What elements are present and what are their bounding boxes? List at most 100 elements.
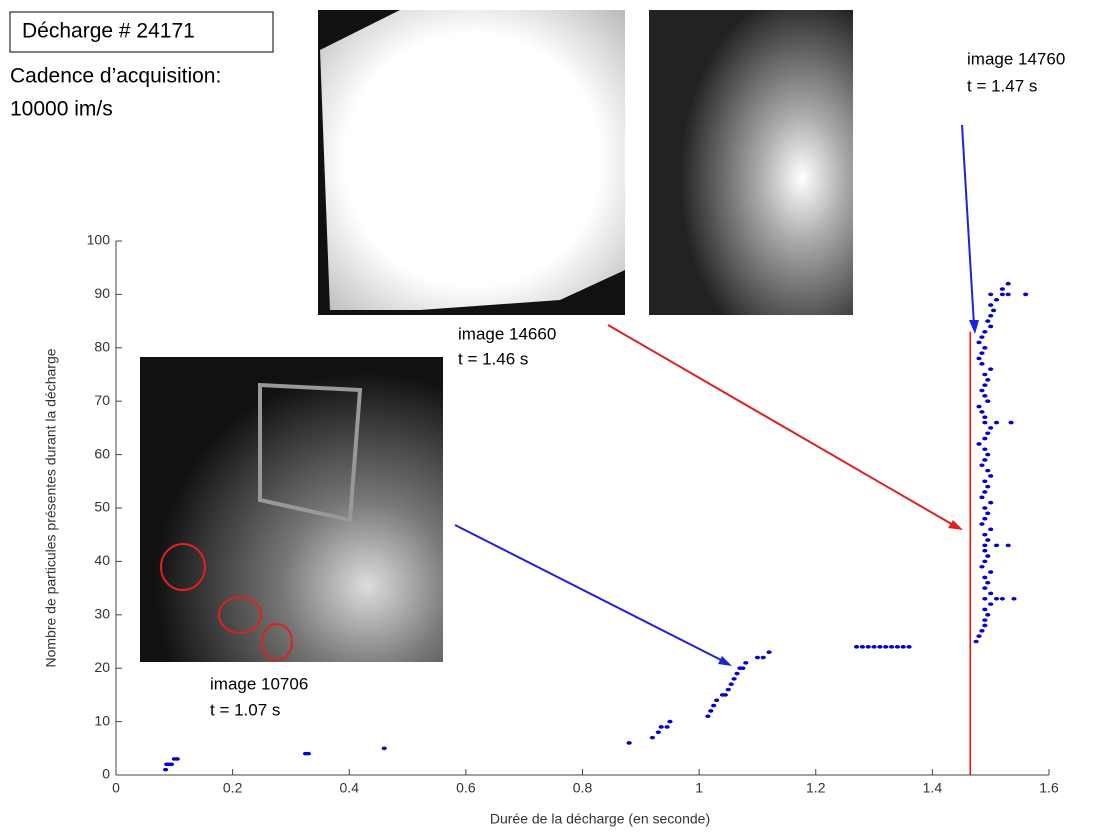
- data-point: [865, 645, 871, 649]
- data-point: [982, 559, 988, 564]
- data-point: [658, 725, 664, 729]
- data-point: [760, 655, 766, 660]
- data-point: [985, 468, 991, 473]
- data-point: [999, 287, 1005, 291]
- x-tick-label: 0.6: [456, 780, 476, 796]
- x-tick-label: 0.2: [223, 780, 243, 796]
- y-tick-label: 90: [94, 285, 110, 301]
- data-point: [982, 420, 988, 425]
- data-point: [982, 548, 988, 553]
- data-point: [979, 410, 985, 414]
- data-point: [979, 351, 985, 355]
- data-point: [982, 447, 988, 452]
- data-point: [993, 543, 1000, 548]
- data-point: [993, 420, 1000, 425]
- data-point: [979, 522, 985, 526]
- data-point: [982, 372, 988, 377]
- data-point: [655, 730, 661, 735]
- annotation-image: image 14760: [967, 49, 1065, 68]
- x-axis-label: Durée de la décharge (en seconde): [490, 811, 710, 827]
- data-point: [988, 292, 994, 297]
- data-point: [999, 292, 1005, 297]
- data-point: [982, 383, 988, 387]
- y-axis-label: Nombre de particules présentes durant la…: [43, 348, 59, 667]
- data-point: [664, 725, 670, 729]
- data-point: [853, 645, 860, 649]
- data-point: [988, 591, 994, 596]
- y-tick-label: 30: [94, 606, 110, 622]
- data-point: [714, 698, 720, 703]
- data-point: [982, 607, 988, 612]
- data-point: [168, 762, 174, 767]
- data-point: [1008, 420, 1014, 425]
- header-box: [9, 11, 274, 53]
- data-point: [982, 596, 988, 601]
- data-point: [979, 629, 985, 633]
- data-point: [973, 639, 979, 644]
- y-tick-label: 0: [102, 766, 110, 782]
- data-point: [871, 645, 877, 649]
- y-tick-label: 100: [87, 232, 111, 248]
- data-point: [305, 751, 312, 756]
- data-point: [174, 757, 180, 761]
- data-point: [982, 346, 988, 350]
- data-point: [985, 613, 991, 617]
- data-point: [985, 538, 991, 542]
- data-point: [988, 313, 994, 318]
- data-point: [734, 671, 740, 676]
- data-point: [988, 570, 994, 574]
- data-point: [626, 741, 632, 745]
- data-point: [979, 564, 985, 569]
- data-point: [988, 367, 994, 371]
- annotation-time: t = 1.47 s: [967, 76, 1037, 95]
- data-point: [754, 655, 761, 660]
- data-point: [722, 693, 728, 697]
- data-point: [743, 661, 749, 665]
- data-point: [976, 340, 982, 345]
- data-point: [705, 714, 711, 719]
- data-point: [731, 677, 737, 681]
- data-point: [985, 511, 991, 516]
- data-point: [1023, 292, 1029, 297]
- data-point: [991, 308, 997, 313]
- camera-image-top-left: [318, 10, 625, 315]
- x-tick-label: 0.8: [573, 780, 593, 796]
- data-point: [979, 495, 985, 500]
- annotation-image: image 14660: [458, 324, 556, 343]
- data-point: [979, 388, 985, 393]
- data-point: [985, 378, 991, 382]
- header: Décharge # 24171: [22, 20, 195, 43]
- data-point: [982, 479, 988, 484]
- data-point: [982, 394, 988, 398]
- data-point: [1011, 596, 1017, 601]
- data-point: [725, 687, 731, 692]
- data-point: [979, 335, 985, 339]
- y-tick-label: 20: [94, 659, 110, 675]
- data-point: [982, 458, 988, 462]
- y-tick-label: 60: [94, 445, 110, 461]
- y-tick-label: 70: [94, 392, 110, 408]
- data-point: [859, 645, 866, 649]
- data-point: [982, 329, 988, 334]
- data-point: [982, 543, 988, 548]
- data-point: [985, 319, 991, 323]
- acquisition-rate: 10000 im/s: [10, 98, 113, 121]
- data-point: [708, 709, 714, 713]
- data-point: [988, 527, 994, 532]
- data-point: [993, 297, 1000, 302]
- data-point: [985, 580, 991, 585]
- data-point: [162, 767, 169, 772]
- camera-image-top-right: [649, 10, 853, 315]
- x-tick-label: 0: [112, 780, 120, 796]
- x-tick-label: 0.4: [340, 780, 360, 796]
- data-point: [976, 442, 982, 446]
- data-point: [766, 650, 772, 654]
- y-tick-label: 80: [94, 339, 110, 355]
- data-point: [982, 516, 988, 521]
- plot-area: 0 10 20 30 40 50 60 70 80 90 100 0 0.2 0.4 0.6 0.8 1 1.2 1…: [87, 232, 1059, 796]
- data-point: [649, 735, 656, 740]
- camera-image-left: [140, 357, 443, 662]
- data-point: [877, 645, 883, 649]
- annotation-time: t = 1.07 s: [210, 700, 280, 719]
- annotation-time: t = 1.46 s: [458, 349, 528, 368]
